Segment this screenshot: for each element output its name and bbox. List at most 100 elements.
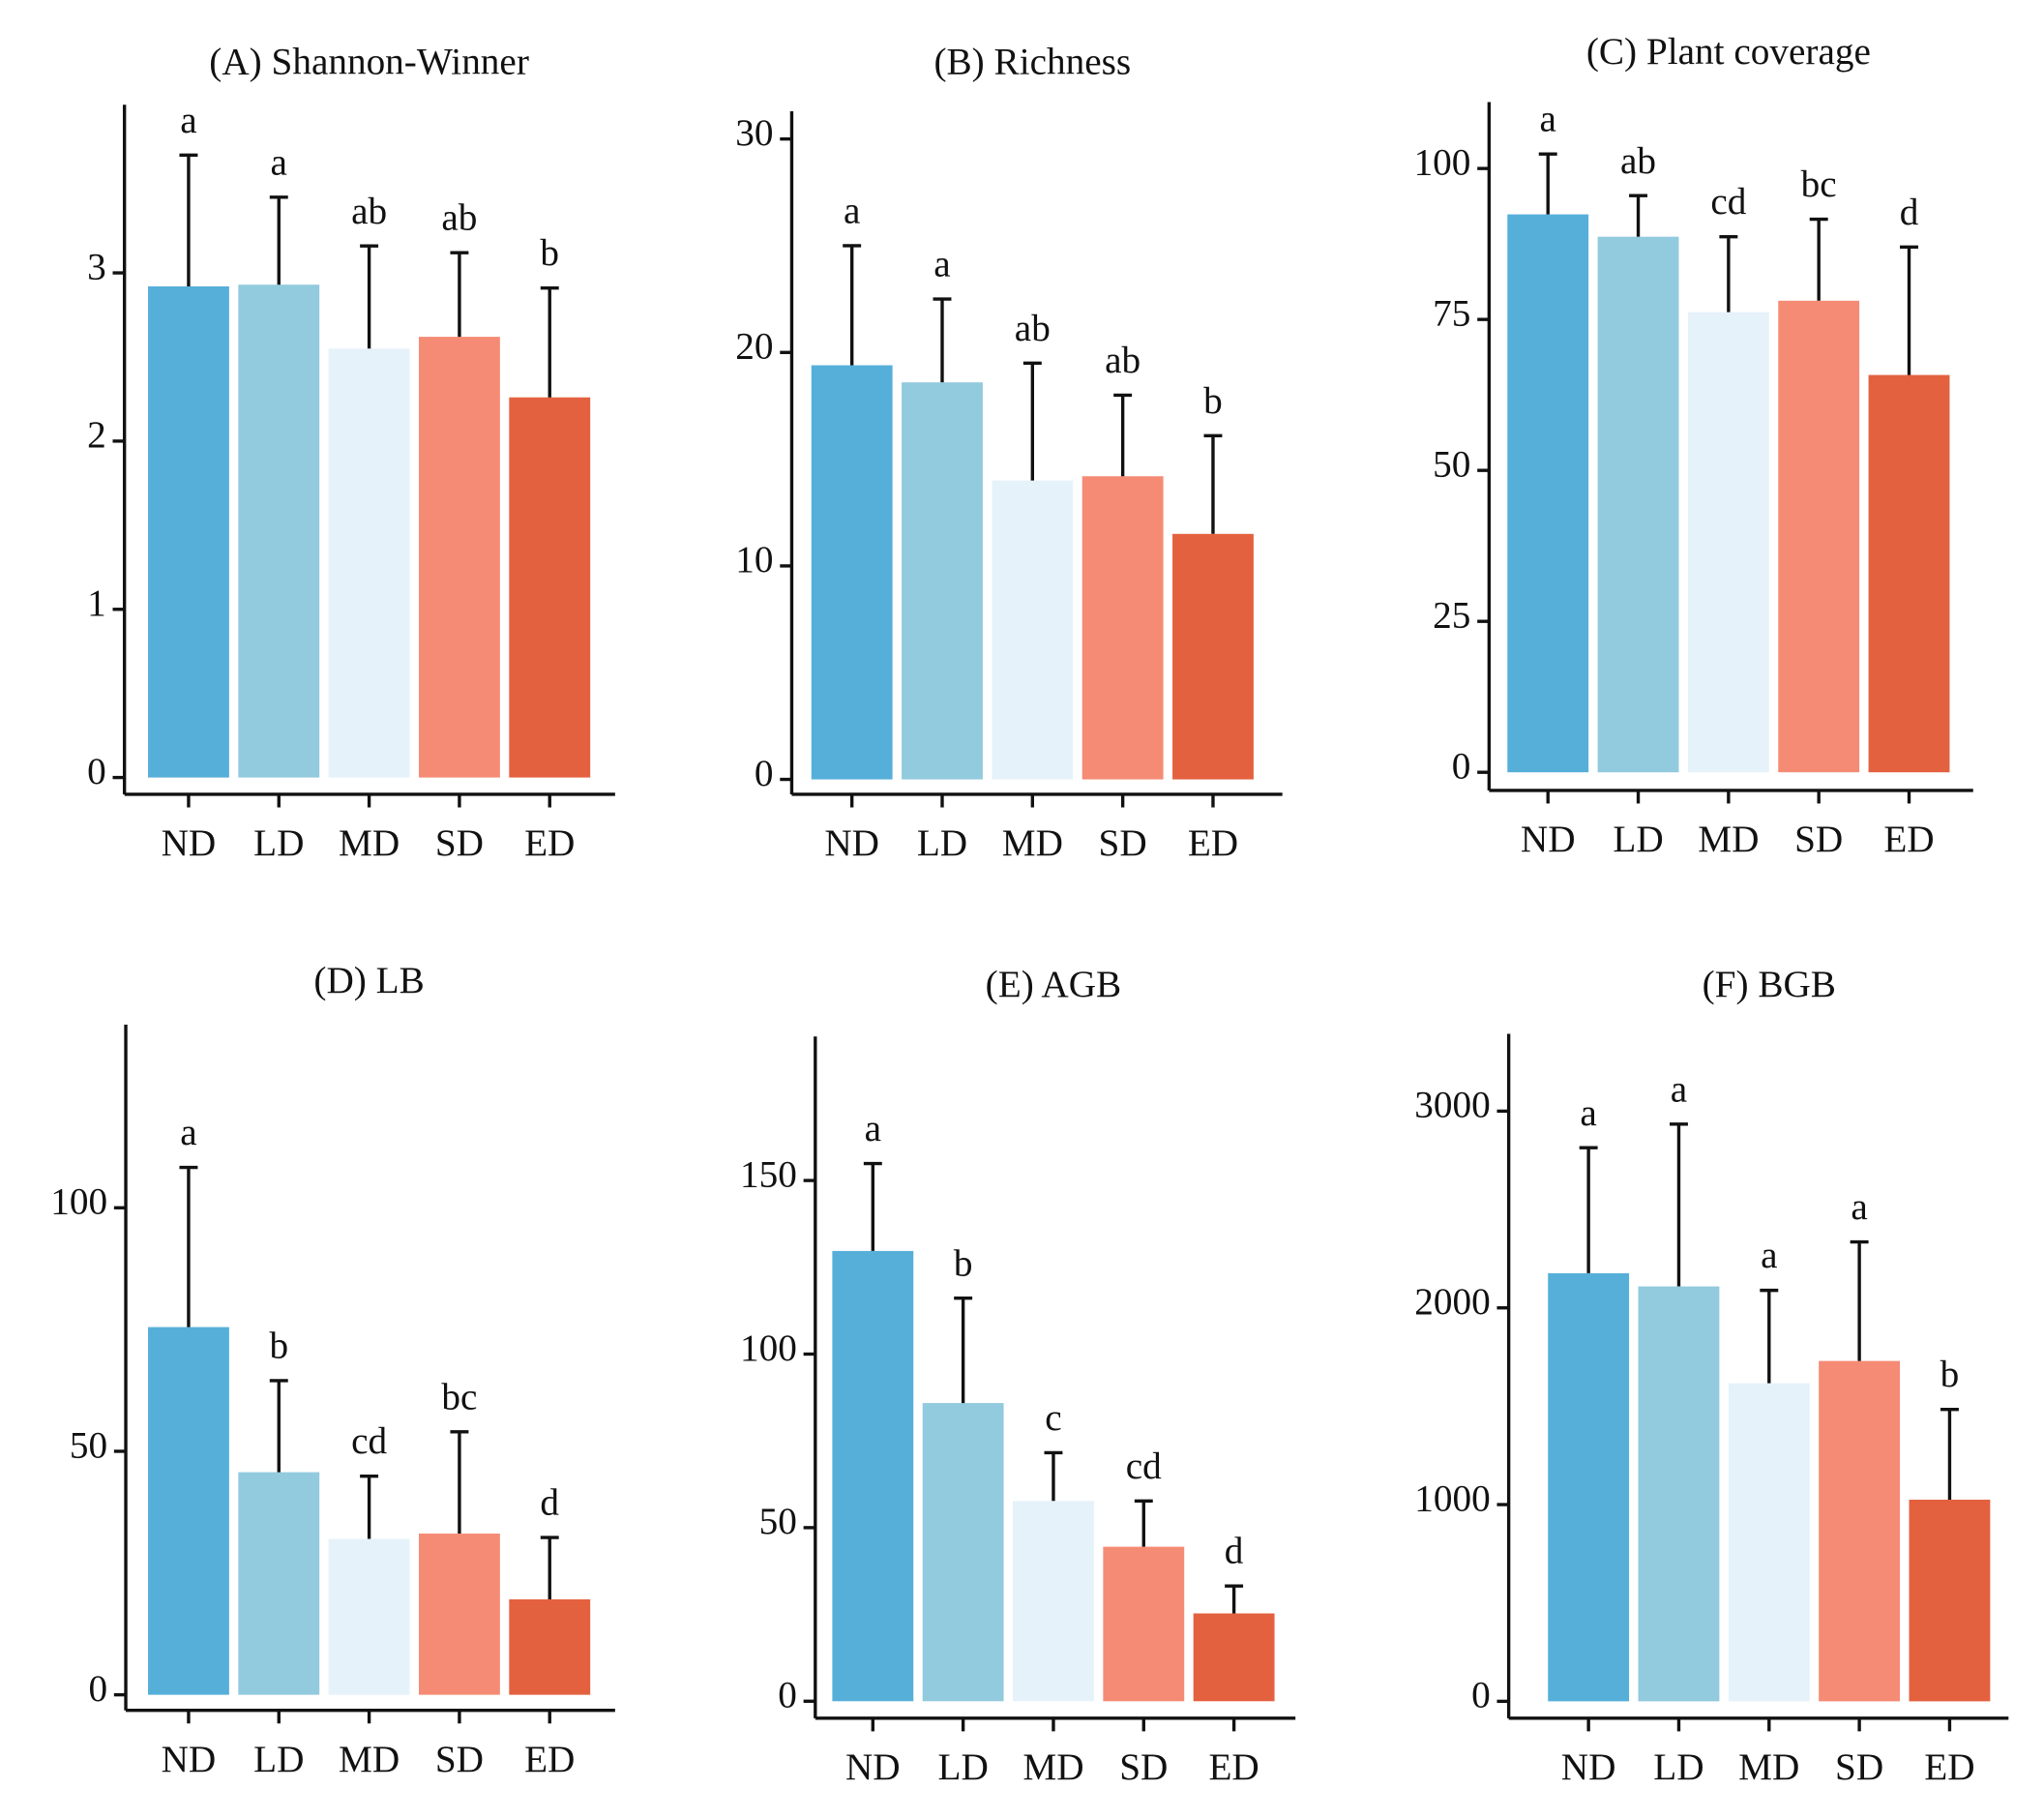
bar — [1778, 300, 1860, 773]
y-tick-label: 2000 — [1414, 1281, 1490, 1323]
bar — [992, 480, 1074, 780]
x-tick-label: ND — [824, 822, 879, 864]
significance-label: d — [540, 1482, 559, 1524]
x-tick-label: ED — [1188, 822, 1238, 864]
y-tick-label: 2 — [87, 414, 106, 456]
y-tick-label: 30 — [735, 112, 773, 154]
significance-label: ab — [1015, 308, 1051, 349]
x-tick-label: LD — [1613, 819, 1663, 860]
y-tick-label: 100 — [50, 1181, 107, 1223]
x-tick-label: ND — [845, 1746, 901, 1788]
y-tick-label: 50 — [70, 1424, 107, 1466]
y-tick-label: 1000 — [1414, 1477, 1490, 1519]
bar — [1638, 1286, 1720, 1702]
x-tick-label: ED — [1883, 819, 1934, 860]
x-tick-label: LD — [253, 822, 304, 864]
significance-label: ab — [441, 197, 477, 239]
significance-label: b — [1203, 380, 1223, 422]
bar — [811, 365, 893, 780]
bar — [1728, 1383, 1810, 1702]
bar — [1597, 236, 1679, 773]
x-tick-label: ED — [524, 1739, 575, 1780]
significance-label: a — [180, 1112, 196, 1153]
bar — [509, 1598, 591, 1695]
x-tick-label: LD — [917, 822, 967, 864]
significance-label: a — [1580, 1092, 1596, 1134]
significance-label: a — [1540, 99, 1556, 140]
x-tick-label: ND — [162, 1739, 217, 1780]
bar — [1687, 312, 1769, 773]
bar — [1819, 1360, 1901, 1702]
x-tick-label: ED — [1924, 1746, 1974, 1788]
significance-label: cd — [351, 1420, 387, 1462]
bar — [1103, 1546, 1185, 1702]
chart-title: (C) Plant coverage — [1586, 31, 1871, 73]
bar — [832, 1250, 914, 1702]
chart-title: (E) AGB — [986, 964, 1122, 1005]
chart-title: (A) Shannon-Winner — [209, 42, 529, 83]
bar — [1868, 374, 1950, 773]
bar — [328, 1538, 410, 1695]
significance-label: b — [954, 1242, 973, 1284]
y-tick-label: 1 — [87, 582, 106, 624]
x-tick-label: MD — [1738, 1746, 1799, 1788]
bar — [238, 284, 320, 778]
significance-label: cd — [1126, 1446, 1162, 1487]
significance-label: a — [1671, 1068, 1687, 1110]
x-tick-label: ED — [1208, 1746, 1259, 1788]
bar — [902, 382, 983, 780]
bar — [509, 397, 591, 778]
x-tick-label: MD — [1022, 1746, 1083, 1788]
y-tick-label: 0 — [87, 751, 106, 792]
bar — [1172, 533, 1254, 780]
y-tick-label: 3000 — [1414, 1085, 1490, 1126]
x-tick-label: MD — [339, 822, 400, 864]
y-tick-label: 3 — [87, 246, 106, 287]
bar — [418, 1534, 500, 1695]
y-tick-label: 50 — [1433, 443, 1470, 485]
y-tick-label: 75 — [1433, 292, 1470, 334]
x-tick-label: LD — [1653, 1746, 1703, 1788]
significance-label: a — [1761, 1235, 1777, 1276]
chart-title: (F) BGB — [1703, 964, 1836, 1005]
significance-label: bc — [1801, 164, 1837, 205]
significance-label: a — [865, 1108, 881, 1149]
x-tick-label: MD — [1002, 822, 1063, 864]
y-tick-label: 0 — [778, 1675, 797, 1716]
x-tick-label: SD — [1794, 819, 1843, 860]
x-tick-label: SD — [1119, 1746, 1168, 1788]
significance-label: d — [1225, 1531, 1244, 1572]
significance-label: c — [1045, 1397, 1061, 1439]
bar — [328, 348, 410, 778]
y-tick-label: 150 — [740, 1153, 797, 1195]
significance-label: a — [1851, 1186, 1867, 1228]
significance-label: bc — [441, 1376, 477, 1417]
x-tick-label: LD — [253, 1739, 304, 1780]
bar — [148, 1327, 229, 1695]
significance-label: a — [180, 100, 196, 141]
chart-title: (D) LB — [313, 960, 424, 1001]
significance-label: ab — [351, 191, 387, 232]
significance-label: d — [1900, 192, 1919, 233]
x-tick-label: SD — [1835, 1746, 1883, 1788]
significance-label: ab — [1620, 140, 1656, 182]
y-tick-label: 20 — [735, 326, 773, 368]
y-tick-label: 100 — [1414, 141, 1471, 183]
x-tick-label: ND — [162, 822, 217, 864]
x-tick-label: ND — [1561, 1746, 1616, 1788]
significance-label: a — [271, 141, 287, 183]
significance-label: a — [933, 244, 950, 285]
x-tick-label: MD — [339, 1739, 400, 1780]
bar — [238, 1472, 320, 1695]
significance-label: a — [844, 191, 860, 232]
significance-label: b — [269, 1326, 288, 1367]
y-tick-label: 0 — [88, 1668, 107, 1710]
chart-title: (B) Richness — [933, 42, 1131, 83]
bar — [1548, 1272, 1630, 1702]
x-tick-label: ED — [524, 822, 575, 864]
x-tick-label: ND — [1521, 819, 1576, 860]
bar — [1081, 476, 1164, 780]
bar — [1193, 1613, 1275, 1702]
